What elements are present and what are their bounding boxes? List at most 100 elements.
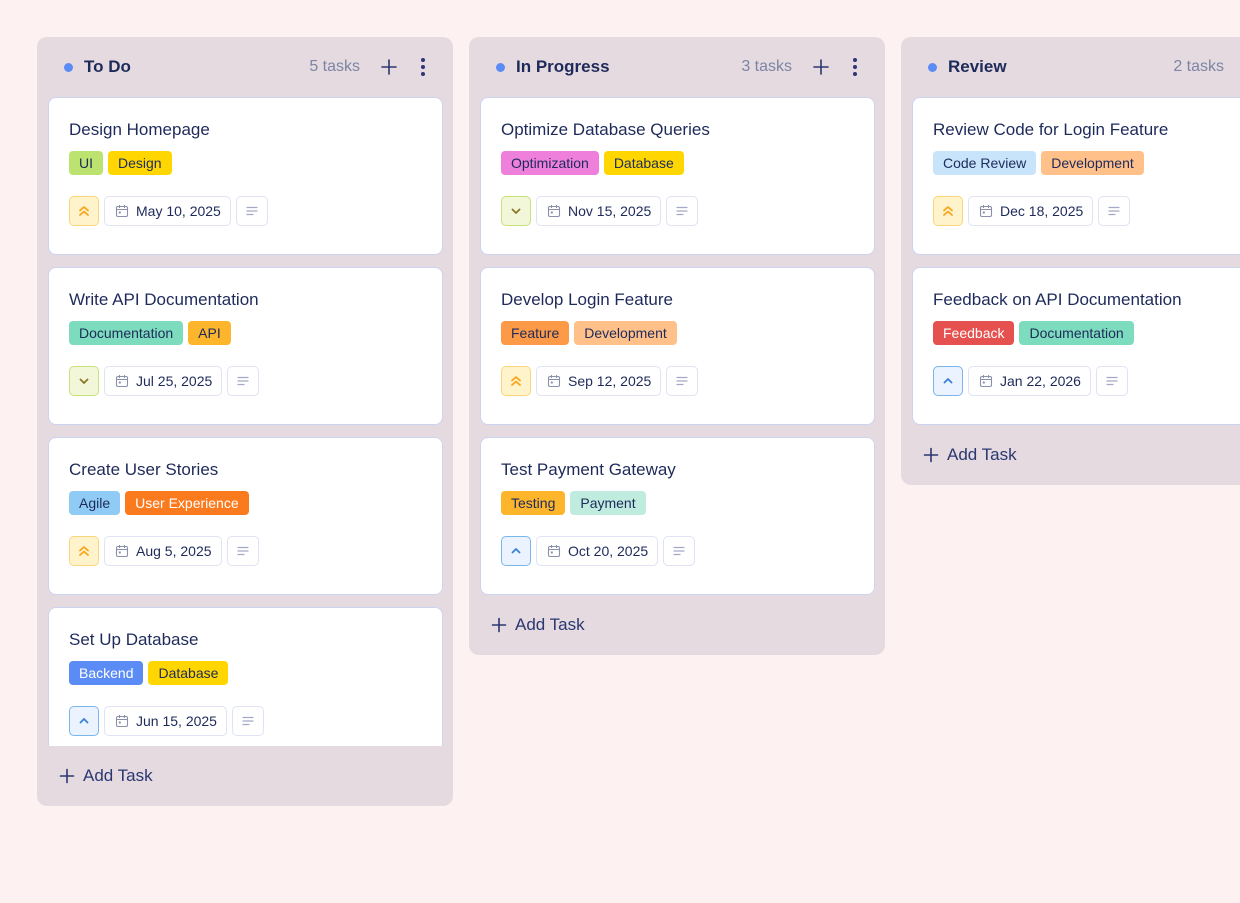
due-date-button[interactable]: Jan 22, 2026: [968, 366, 1091, 396]
priority-high-badge[interactable]: [501, 366, 531, 396]
column-header: To Do 5 tasks: [48, 37, 443, 97]
description-button[interactable]: [227, 366, 260, 396]
status-dot-icon: [496, 62, 505, 72]
tag-badge: Database: [148, 661, 229, 685]
chevron-up-icon: [78, 716, 90, 726]
column-menu-button[interactable]: [420, 58, 426, 76]
task-meta: Aug 5, 2025: [69, 536, 422, 566]
add-task-label: Add Task: [947, 445, 1017, 464]
due-date-button[interactable]: Sep 12, 2025: [536, 366, 662, 396]
description-button[interactable]: [663, 536, 696, 566]
due-date-button[interactable]: Dec 18, 2025: [968, 196, 1094, 226]
task-meta: Jan 22, 2026: [933, 366, 1240, 396]
tag-badge: UI: [69, 151, 103, 175]
card-list[interactable]: Design Homepage UI Design May 10, 2025 Wr…: [48, 97, 443, 746]
kanban-column-in-progress: In Progress 3 tasks Optimize Database Qu…: [469, 37, 885, 655]
description-button[interactable]: [1095, 366, 1128, 396]
task-card[interactable]: Set Up Database Backend Database Jun 15, …: [48, 607, 443, 746]
description-button[interactable]: [1098, 196, 1131, 226]
description-button[interactable]: [666, 366, 699, 396]
priority-high-badge[interactable]: [69, 536, 99, 566]
task-card[interactable]: Develop Login Feature Feature Development…: [480, 267, 875, 425]
more-vertical-icon: [421, 58, 425, 62]
text-lines-icon: [1106, 376, 1118, 386]
tag-badge: Feature: [501, 321, 570, 345]
tag-badge: Documentation: [1019, 321, 1134, 345]
chevron-down-icon: [510, 206, 522, 216]
due-date-button[interactable]: May 10, 2025: [104, 196, 231, 226]
due-date-button[interactable]: Oct 20, 2025: [536, 536, 659, 566]
tag-list: Feature Development: [501, 321, 854, 345]
description-button[interactable]: [226, 536, 259, 566]
due-date-button[interactable]: Aug 5, 2025: [104, 536, 222, 566]
plus-icon: [381, 59, 397, 75]
task-card[interactable]: Feedback on API Documentation Feedback Do…: [912, 267, 1240, 425]
tag-badge: Optimization: [501, 151, 599, 175]
tag-badge: API: [188, 321, 231, 345]
tag-badge: User Experience: [125, 491, 249, 515]
text-lines-icon: [676, 206, 688, 216]
task-meta: May 10, 2025: [69, 196, 422, 226]
priority-medium-badge[interactable]: [933, 366, 963, 396]
more-vertical-icon: [853, 58, 857, 62]
due-date: Jan 22, 2026: [1000, 373, 1081, 389]
due-date: May 10, 2025: [136, 203, 221, 219]
add-task-icon-button[interactable]: [380, 58, 398, 76]
add-task-button[interactable]: Add Task: [48, 746, 443, 806]
calendar-icon: [115, 205, 129, 218]
task-card[interactable]: Write API Documentation Documentation API…: [48, 267, 443, 425]
add-task-icon-button[interactable]: [812, 58, 830, 76]
column-menu-button[interactable]: [852, 58, 858, 76]
due-date-button[interactable]: Jul 25, 2025: [104, 366, 223, 396]
add-task-label: Add Task: [83, 766, 153, 785]
priority-medium-badge[interactable]: [501, 536, 531, 566]
column-title: Review: [948, 57, 1007, 76]
calendar-icon: [115, 545, 129, 558]
tag-list: Code Review Development: [933, 151, 1240, 175]
add-task-button[interactable]: Add Task: [912, 425, 1240, 485]
text-lines-icon: [236, 546, 249, 556]
priority-high-badge[interactable]: [933, 196, 963, 226]
task-card[interactable]: Test Payment Gateway Testing Payment Oct …: [480, 437, 875, 595]
text-lines-icon: [673, 546, 685, 556]
description-button[interactable]: [235, 196, 268, 226]
calendar-icon: [979, 375, 993, 388]
status-dot-icon: [928, 62, 937, 72]
due-date: Sep 12, 2025: [568, 373, 652, 389]
description-button[interactable]: [666, 196, 699, 226]
chevron-up-icon: [510, 546, 522, 556]
kanban-column-review: Review 2 tasks Review Code for Login Fea…: [901, 37, 1240, 485]
description-button[interactable]: [231, 706, 264, 736]
task-card[interactable]: Review Code for Login Feature Code Revie…: [912, 97, 1240, 255]
calendar-icon: [115, 715, 129, 728]
task-card[interactable]: Design Homepage UI Design May 10, 2025: [48, 97, 443, 255]
task-card[interactable]: Optimize Database Queries Optimization Da…: [480, 97, 875, 255]
tag-badge: Backend: [69, 661, 144, 685]
task-meta: Jun 15, 2025: [69, 706, 422, 736]
card-list[interactable]: Review Code for Login Feature Code Revie…: [912, 97, 1240, 425]
column-title: In Progress: [516, 57, 610, 76]
calendar-icon: [547, 205, 561, 218]
tag-badge: Testing: [501, 491, 566, 515]
add-task-button[interactable]: Add Task: [480, 595, 875, 655]
due-date: Nov 15, 2025: [568, 203, 652, 219]
tag-list: Documentation API: [69, 321, 422, 345]
text-lines-icon: [237, 376, 249, 386]
priority-low-badge[interactable]: [69, 366, 99, 396]
task-meta: Sep 12, 2025: [501, 366, 854, 396]
chevrons-up-icon: [510, 374, 522, 388]
due-date-button[interactable]: Nov 15, 2025: [536, 196, 662, 226]
task-card[interactable]: Create User Stories Agile User Experience…: [48, 437, 443, 595]
priority-high-badge[interactable]: [69, 196, 99, 226]
calendar-icon: [547, 545, 561, 558]
task-count: 2 tasks: [1173, 58, 1224, 75]
task-count: 3 tasks: [741, 58, 792, 75]
priority-low-badge[interactable]: [501, 196, 531, 226]
calendar-icon: [547, 375, 561, 388]
tag-list: Agile User Experience: [69, 491, 422, 515]
kanban-board: To Do 5 tasks Design Homepage UI Design M…: [37, 37, 1240, 806]
priority-medium-badge[interactable]: [69, 706, 99, 736]
tag-list: Testing Payment: [501, 491, 854, 515]
card-list[interactable]: Optimize Database Queries Optimization Da…: [480, 97, 875, 595]
due-date-button[interactable]: Jun 15, 2025: [104, 706, 227, 736]
